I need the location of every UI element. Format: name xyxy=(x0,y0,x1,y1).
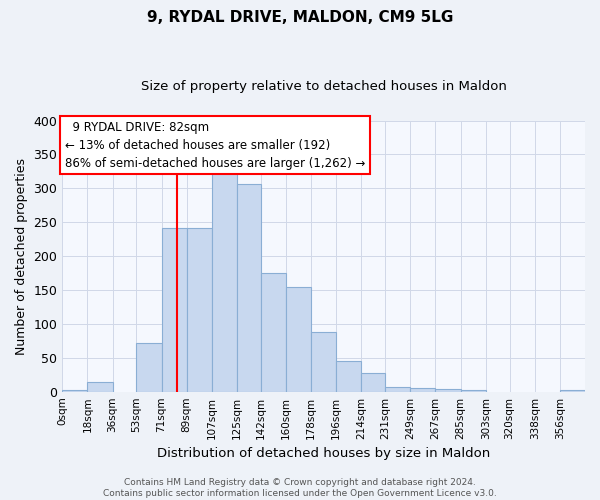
X-axis label: Distribution of detached houses by size in Maldon: Distribution of detached houses by size … xyxy=(157,447,490,460)
Bar xyxy=(461,390,486,392)
Bar xyxy=(361,372,385,392)
Bar xyxy=(311,332,336,392)
Bar xyxy=(88,382,113,392)
Bar xyxy=(336,361,361,392)
Bar xyxy=(161,228,187,392)
Bar xyxy=(560,390,585,392)
Text: 9 RYDAL DRIVE: 82sqm  
← 13% of detached houses are smaller (192)
86% of semi-de: 9 RYDAL DRIVE: 82sqm ← 13% of detached h… xyxy=(65,120,365,170)
Title: Size of property relative to detached houses in Maldon: Size of property relative to detached ho… xyxy=(141,80,506,93)
Bar xyxy=(385,387,410,392)
Bar xyxy=(261,273,286,392)
Bar xyxy=(62,390,88,392)
Bar xyxy=(286,286,311,392)
Bar xyxy=(212,164,237,392)
Bar xyxy=(436,389,461,392)
Text: 9, RYDAL DRIVE, MALDON, CM9 5LG: 9, RYDAL DRIVE, MALDON, CM9 5LG xyxy=(147,10,453,25)
Bar xyxy=(410,388,436,392)
Y-axis label: Number of detached properties: Number of detached properties xyxy=(15,158,28,354)
Text: Contains HM Land Registry data © Crown copyright and database right 2024.
Contai: Contains HM Land Registry data © Crown c… xyxy=(103,478,497,498)
Bar xyxy=(187,228,212,392)
Bar xyxy=(237,184,261,392)
Bar xyxy=(136,343,161,392)
